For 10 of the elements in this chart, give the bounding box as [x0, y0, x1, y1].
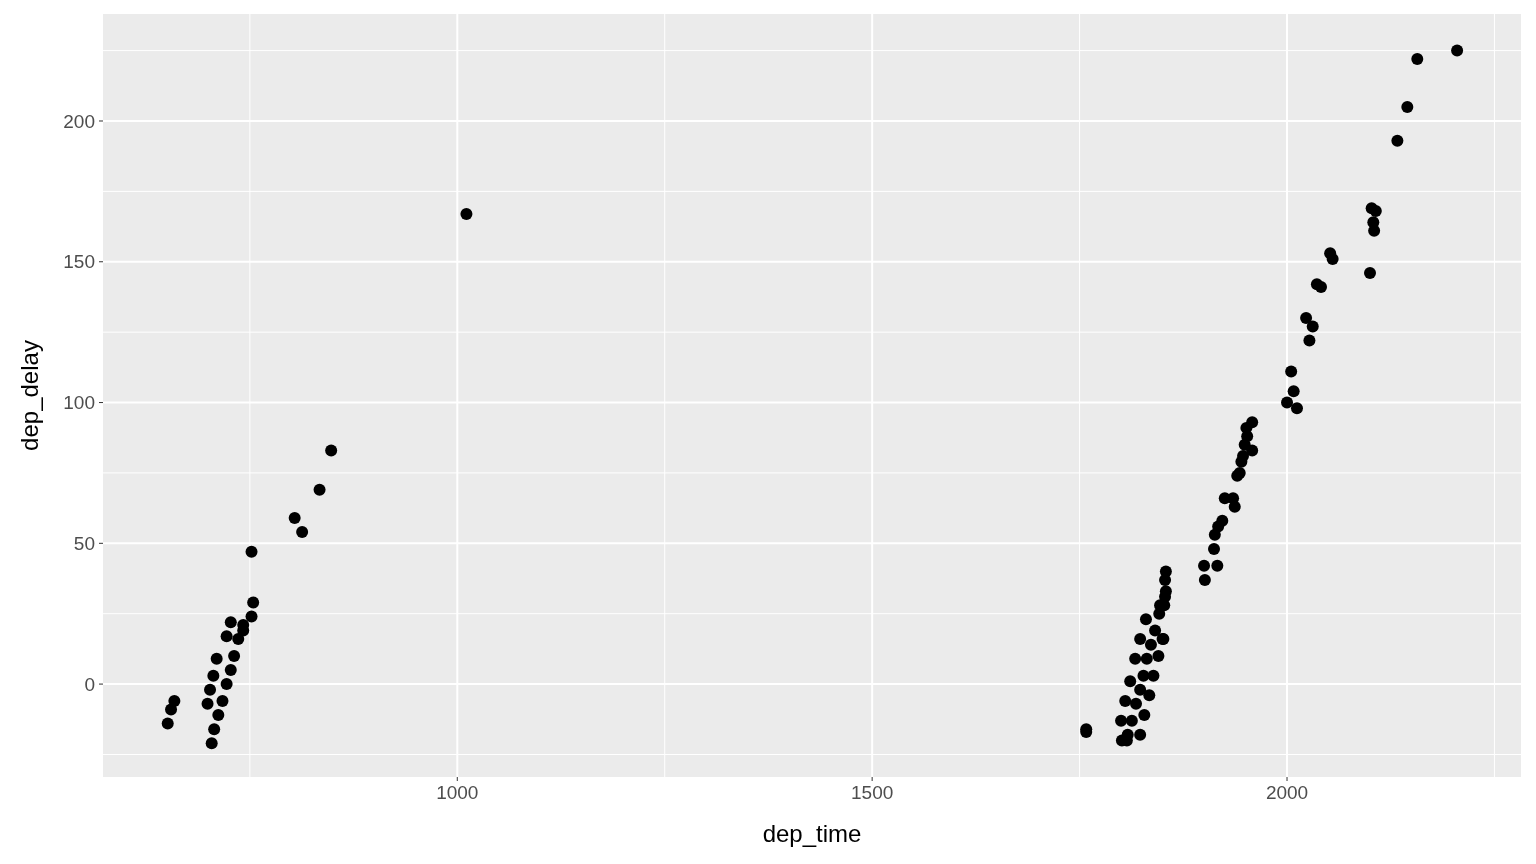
y-tick-label: 100	[63, 392, 95, 414]
x-tick-label: 1500	[851, 782, 894, 803]
y-tick-label: 150	[63, 251, 95, 273]
x-tick-label: 2000	[1265, 782, 1309, 803]
y-tick-label: 0	[84, 673, 95, 695]
x-tick-label: 1000	[436, 782, 479, 803]
y-tick-label: 200	[63, 110, 95, 132]
y-axis-title: dep_delay	[16, 340, 43, 451]
y-tick-label: 50	[73, 532, 95, 554]
x-axis-title: dep_time	[762, 820, 862, 847]
